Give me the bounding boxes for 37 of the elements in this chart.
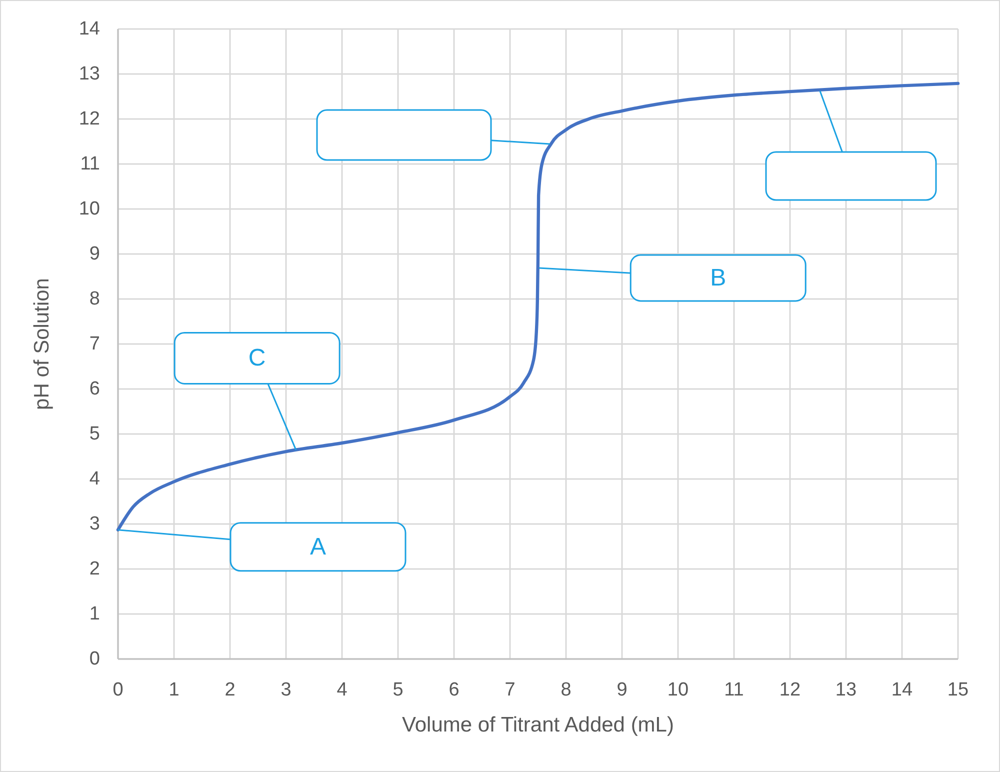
y-tick-label: 3: [89, 514, 100, 534]
y-tick-label: 5: [89, 424, 100, 444]
annotation: B: [710, 264, 726, 292]
x-tick-label: 7: [504, 680, 516, 700]
x-tick-label: 10: [667, 680, 689, 700]
y-tick-label: 1: [89, 604, 100, 624]
x-tick-label: 3: [280, 680, 292, 700]
x-tick-label: 9: [616, 680, 628, 700]
x-tick-label: 1: [168, 680, 180, 700]
y-tick-label: 7: [89, 334, 100, 354]
y-tick-label: 10: [78, 198, 100, 220]
x-tick-label: 6: [448, 680, 460, 700]
y-tick-label: 12: [78, 108, 100, 130]
x-tick-label: 14: [891, 680, 913, 700]
x-tick-label: 13: [835, 680, 857, 700]
y-tick-label: 11: [80, 154, 100, 174]
x-tick-label: 0: [112, 680, 124, 700]
y-tick-label: 8: [89, 288, 100, 310]
annotation: C: [248, 344, 266, 372]
x-tick-label: 12: [779, 680, 801, 700]
y-tick-label: 4: [89, 468, 100, 490]
x-tick-label: 15: [947, 680, 969, 700]
y-tick-label: 2: [89, 558, 100, 580]
x-tick-label: 4: [336, 680, 348, 700]
y-tick-label: 14: [78, 18, 100, 40]
x-axis-title: Volume of Titrant Added (mL): [402, 714, 674, 736]
annotation: A: [310, 533, 326, 560]
y-tick-label: 0: [89, 648, 100, 670]
x-tick-label: 8: [560, 680, 572, 700]
y-tick-label: 6: [89, 378, 100, 400]
x-tick-label: 5: [392, 680, 404, 700]
y-axis-title: pH of Solution: [30, 278, 54, 410]
line-series: [116, 82, 960, 532]
x-tick-label: 11: [724, 680, 744, 700]
y-tick-label: 13: [78, 64, 100, 84]
y-tick-label: 9: [89, 244, 100, 264]
x-tick-label: 2: [224, 680, 236, 700]
